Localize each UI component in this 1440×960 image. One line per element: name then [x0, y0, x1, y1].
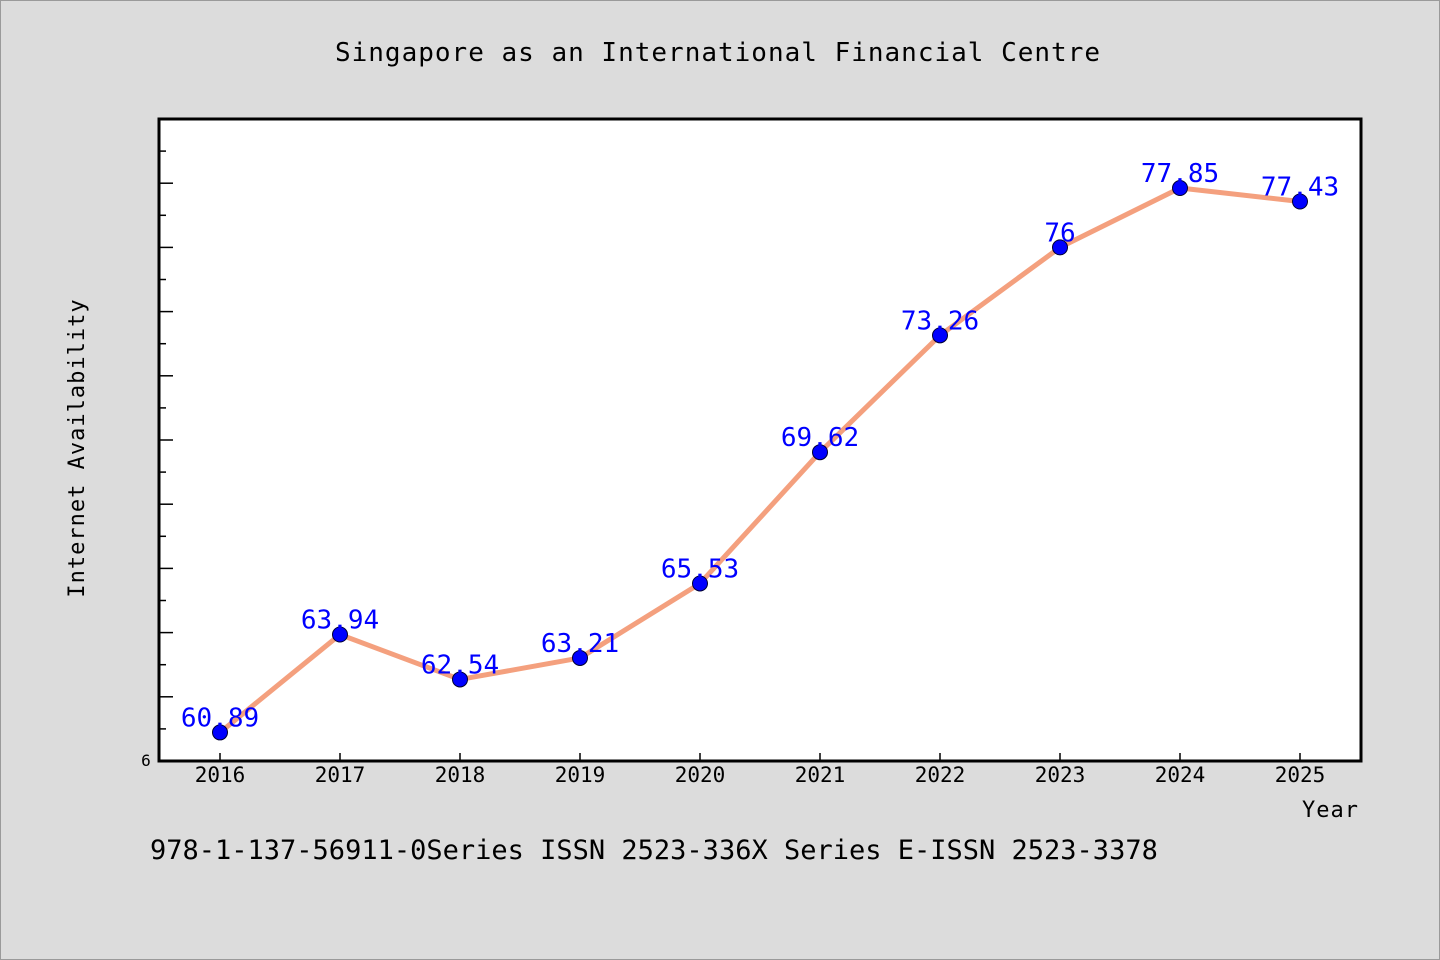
data-point-markers [212, 180, 1308, 741]
data-point-marker [812, 444, 828, 461]
x-tick-label: 2020 [675, 763, 726, 787]
y-axis-min-label: 6 [141, 751, 151, 770]
data-point-label: 65.53 [661, 554, 739, 584]
data-point-label: 69.62 [781, 423, 859, 453]
x-tick-label: 2016 [195, 763, 246, 787]
data-point-marker [572, 649, 588, 666]
x-tick-label: 2019 [555, 763, 606, 787]
x-axis-ticks [219, 753, 1301, 761]
x-tick-label: 2022 [915, 763, 966, 787]
data-point-marker [212, 724, 228, 741]
data-point-marker [932, 327, 948, 344]
x-tick-label: 2023 [1035, 763, 1086, 787]
x-axis-title: Year [1302, 798, 1359, 823]
data-point-label: 63.21 [541, 629, 619, 659]
x-tick-label: 2024 [1155, 763, 1206, 787]
data-point-label: 62.54 [421, 650, 499, 680]
x-tick-label: 2021 [795, 763, 846, 787]
x-tick-label: 2017 [315, 763, 366, 787]
series-line [217, 185, 1303, 735]
data-point-marker [1292, 193, 1308, 210]
chart-title: Singapore as an International Financial … [335, 38, 1101, 68]
y-axis-ticks [159, 150, 173, 730]
plot-area [157, 117, 1363, 763]
data-point-marker [1052, 239, 1068, 256]
data-point-marker [1172, 180, 1188, 197]
x-axis-tick-labels: 2016 2017 2018 2019 2020 2021 2022 2023 2024 2025 [195, 763, 1326, 787]
data-point-label: 63.94 [301, 606, 379, 636]
x-tick-label: 2018 [435, 763, 486, 787]
data-point-labels: 60.89 63.94 62.54 63.21 65.53 69.62 73.26 76 77.… [181, 159, 1339, 733]
data-point-label: 60.89 [181, 703, 259, 733]
data-point-label: 77.43 [1261, 172, 1339, 202]
data-point-marker [332, 626, 348, 643]
data-point-label: 76 [1044, 218, 1075, 248]
y-axis-title: Internet Availability [65, 298, 90, 597]
x-tick-label: 2025 [1275, 763, 1326, 787]
data-point-label: 73.26 [901, 306, 979, 336]
footer-isbn-text: 978-1-137-56911-0Series ISSN 2523-336X S… [150, 835, 1158, 866]
data-point-marker [452, 671, 468, 688]
data-point-marker [692, 575, 708, 592]
data-point-label: 77.85 [1141, 159, 1219, 189]
